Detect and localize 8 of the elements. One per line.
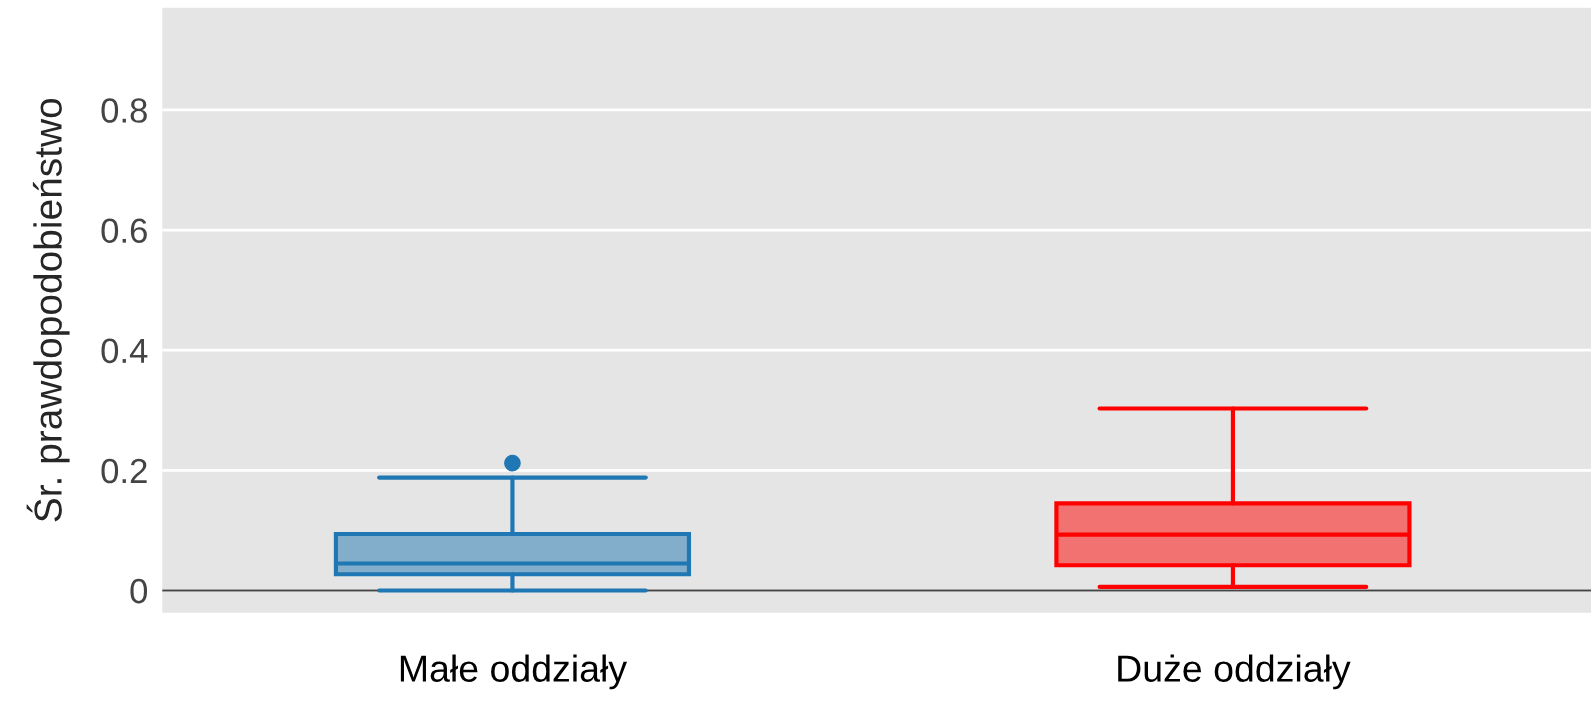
x-tick-label: Małe oddziały — [400, 654, 628, 690]
y-tick-label: 0.4 — [101, 338, 148, 364]
y-tick-label: 0.8 — [101, 98, 147, 123]
y-tick-label: 0.6 — [101, 218, 147, 243]
y-tick-label: 0 — [130, 578, 148, 604]
y-axis-title: Śr. prawdopodobieństwo — [26, 98, 70, 522]
y-tick-label: 0.2 — [101, 458, 147, 484]
x-tick-label: Duże oddziały — [1118, 654, 1351, 690]
